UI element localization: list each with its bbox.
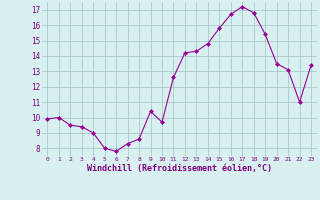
X-axis label: Windchill (Refroidissement éolien,°C): Windchill (Refroidissement éolien,°C) bbox=[87, 164, 272, 173]
